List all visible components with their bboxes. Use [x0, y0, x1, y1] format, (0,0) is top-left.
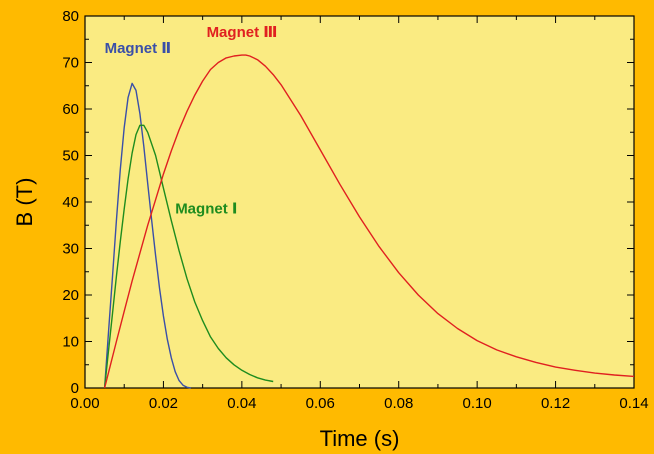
x-axis-label: Time (s) — [320, 426, 400, 451]
y-tick-label: 20 — [62, 287, 79, 304]
annotation-label-2: Magnet Ⅲ — [207, 24, 278, 41]
annotation-group: Magnet Ⅱ Magnet Ⅲ Magnet Ⅰ — [105, 24, 278, 218]
y-tick-label: 0 — [71, 380, 79, 397]
y-axis-label: B (T) — [12, 178, 37, 227]
annotation-label-1: Magnet Ⅱ — [105, 40, 172, 57]
tick-labels: 0.00 0.02 0.04 0.06 0.08 0.10 0.12 0.14 0 10 20 30 4… — [62, 8, 648, 412]
y-tick-label: 40 — [62, 194, 79, 211]
x-tick-label: 0.08 — [384, 395, 413, 412]
x-tick-label: 0.06 — [306, 395, 335, 412]
annotation-label-3: Magnet Ⅰ — [175, 201, 237, 218]
y-tick-label: 30 — [62, 241, 79, 258]
y-tick-label: 50 — [62, 148, 79, 165]
y-tick-label: 10 — [62, 334, 79, 351]
series-line-1 — [103, 82, 192, 389]
series-group — [103, 54, 635, 389]
x-tick-label: 0.14 — [619, 395, 648, 412]
x-tick-label: 0.12 — [541, 395, 570, 412]
series-line-2 — [103, 124, 274, 389]
y-tick-label: 60 — [62, 101, 79, 118]
y-tick-label: 70 — [62, 55, 79, 72]
x-tick-label: 0.04 — [227, 395, 256, 412]
plot-area — [84, 15, 635, 389]
x-tick-label: 0.02 — [149, 395, 178, 412]
x-tick-label: 0.10 — [463, 395, 492, 412]
x-tick-label: 0.00 — [70, 395, 99, 412]
axis-ticks — [84, 15, 635, 389]
y-tick-label: 80 — [62, 8, 79, 25]
series-line-3 — [103, 54, 635, 389]
